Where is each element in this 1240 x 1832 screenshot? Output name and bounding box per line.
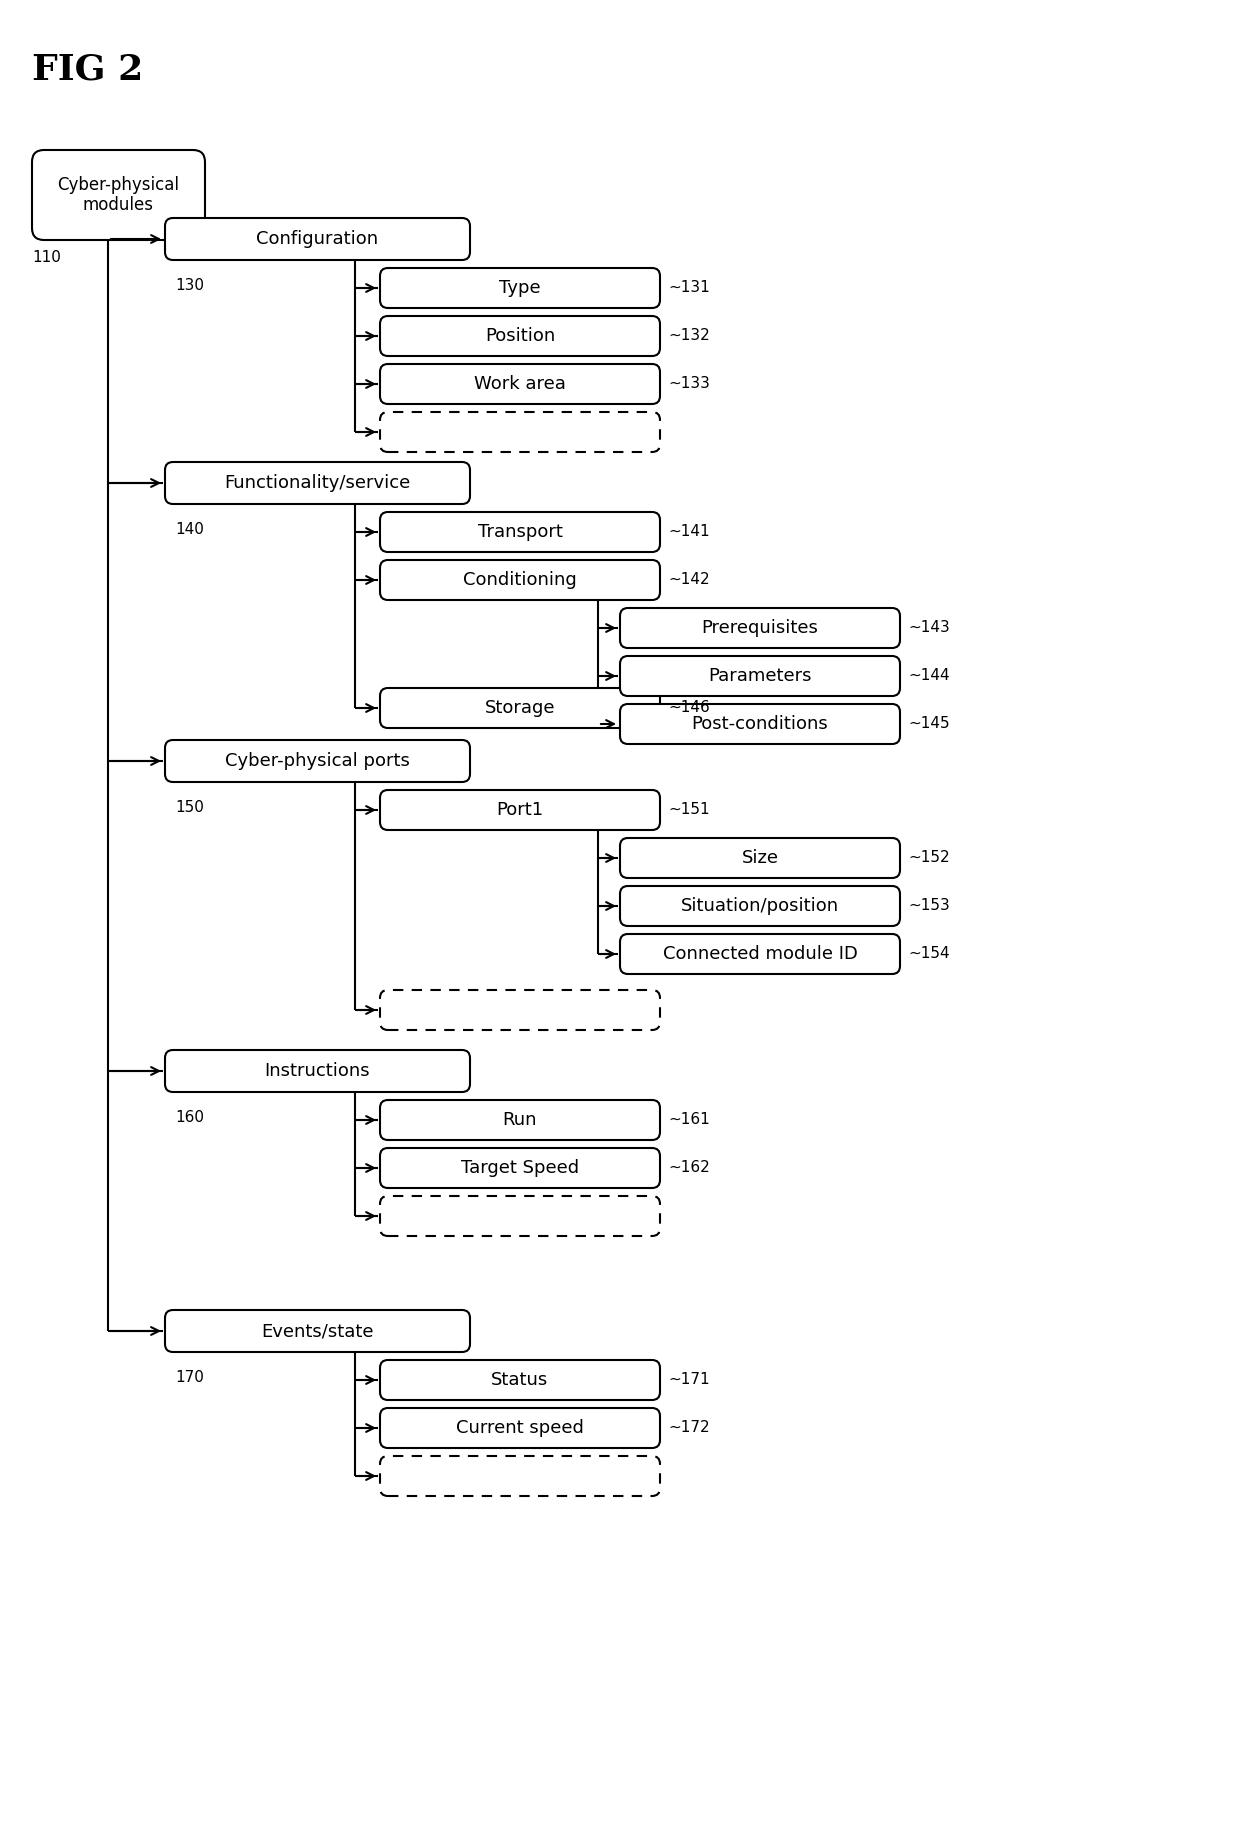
Text: ∼141: ∼141 bbox=[668, 524, 709, 539]
Text: Work area: Work area bbox=[474, 376, 565, 394]
Text: Post-conditions: Post-conditions bbox=[692, 714, 828, 733]
FancyBboxPatch shape bbox=[379, 1149, 660, 1187]
FancyBboxPatch shape bbox=[620, 703, 900, 744]
FancyBboxPatch shape bbox=[165, 218, 470, 260]
Text: ∼145: ∼145 bbox=[908, 716, 950, 731]
Text: ∼171: ∼171 bbox=[668, 1372, 709, 1387]
Text: Transport: Transport bbox=[477, 522, 563, 540]
Text: Port1: Port1 bbox=[496, 801, 543, 819]
FancyBboxPatch shape bbox=[379, 1196, 660, 1237]
Text: Connected module ID: Connected module ID bbox=[662, 945, 857, 964]
FancyBboxPatch shape bbox=[379, 689, 660, 727]
FancyBboxPatch shape bbox=[165, 1050, 470, 1092]
FancyBboxPatch shape bbox=[379, 561, 660, 601]
Text: Situation/position: Situation/position bbox=[681, 898, 839, 914]
FancyBboxPatch shape bbox=[379, 1456, 660, 1497]
Text: Cyber-physical
modules: Cyber-physical modules bbox=[57, 176, 180, 214]
Text: Configuration: Configuration bbox=[257, 231, 378, 247]
FancyBboxPatch shape bbox=[620, 608, 900, 649]
Text: ∼151: ∼151 bbox=[668, 802, 709, 817]
Text: Conditioning: Conditioning bbox=[463, 572, 577, 590]
Text: 140: 140 bbox=[175, 522, 203, 537]
Text: ∼143: ∼143 bbox=[908, 621, 950, 636]
Text: FIG 2: FIG 2 bbox=[32, 53, 144, 86]
FancyBboxPatch shape bbox=[620, 656, 900, 696]
Text: Run: Run bbox=[502, 1110, 537, 1129]
Text: ∼161: ∼161 bbox=[668, 1112, 709, 1127]
Text: ∼153: ∼153 bbox=[908, 898, 950, 914]
Text: 160: 160 bbox=[175, 1110, 205, 1125]
FancyBboxPatch shape bbox=[165, 1310, 470, 1352]
FancyBboxPatch shape bbox=[379, 365, 660, 405]
FancyBboxPatch shape bbox=[379, 315, 660, 355]
Text: ∼133: ∼133 bbox=[668, 377, 709, 392]
FancyBboxPatch shape bbox=[379, 989, 660, 1030]
FancyBboxPatch shape bbox=[165, 462, 470, 504]
Text: ∼131: ∼131 bbox=[668, 280, 709, 295]
Text: Prerequisites: Prerequisites bbox=[702, 619, 818, 638]
Text: Current speed: Current speed bbox=[456, 1420, 584, 1436]
Text: Position: Position bbox=[485, 326, 556, 344]
Text: Status: Status bbox=[491, 1370, 548, 1389]
FancyBboxPatch shape bbox=[379, 1099, 660, 1140]
Text: Target Speed: Target Speed bbox=[461, 1160, 579, 1176]
Text: ∼146: ∼146 bbox=[668, 700, 709, 716]
Text: Cyber-physical ports: Cyber-physical ports bbox=[226, 751, 410, 769]
Text: 170: 170 bbox=[175, 1370, 203, 1385]
FancyBboxPatch shape bbox=[620, 837, 900, 878]
Text: 110: 110 bbox=[32, 249, 61, 266]
Text: Parameters: Parameters bbox=[708, 667, 812, 685]
FancyBboxPatch shape bbox=[32, 150, 205, 240]
Text: Size: Size bbox=[742, 848, 779, 867]
FancyBboxPatch shape bbox=[379, 790, 660, 830]
Text: Functionality/service: Functionality/service bbox=[224, 474, 410, 493]
Text: ∼142: ∼142 bbox=[668, 572, 709, 588]
Text: ∼132: ∼132 bbox=[668, 328, 709, 344]
FancyBboxPatch shape bbox=[379, 1359, 660, 1400]
Text: Instructions: Instructions bbox=[264, 1063, 371, 1081]
Text: ∼172: ∼172 bbox=[668, 1420, 709, 1436]
FancyBboxPatch shape bbox=[620, 887, 900, 925]
Text: Events/state: Events/state bbox=[262, 1323, 373, 1339]
Text: Storage: Storage bbox=[485, 700, 556, 716]
FancyBboxPatch shape bbox=[379, 1409, 660, 1447]
Text: 150: 150 bbox=[175, 801, 203, 815]
Text: ∼144: ∼144 bbox=[908, 669, 950, 683]
Text: ∼152: ∼152 bbox=[908, 850, 950, 865]
FancyBboxPatch shape bbox=[379, 511, 660, 551]
Text: ∼162: ∼162 bbox=[668, 1160, 709, 1176]
FancyBboxPatch shape bbox=[620, 934, 900, 975]
FancyBboxPatch shape bbox=[379, 267, 660, 308]
Text: Type: Type bbox=[500, 278, 541, 297]
Text: ∼154: ∼154 bbox=[908, 947, 950, 962]
FancyBboxPatch shape bbox=[165, 740, 470, 782]
FancyBboxPatch shape bbox=[379, 412, 660, 453]
Text: 130: 130 bbox=[175, 278, 205, 293]
